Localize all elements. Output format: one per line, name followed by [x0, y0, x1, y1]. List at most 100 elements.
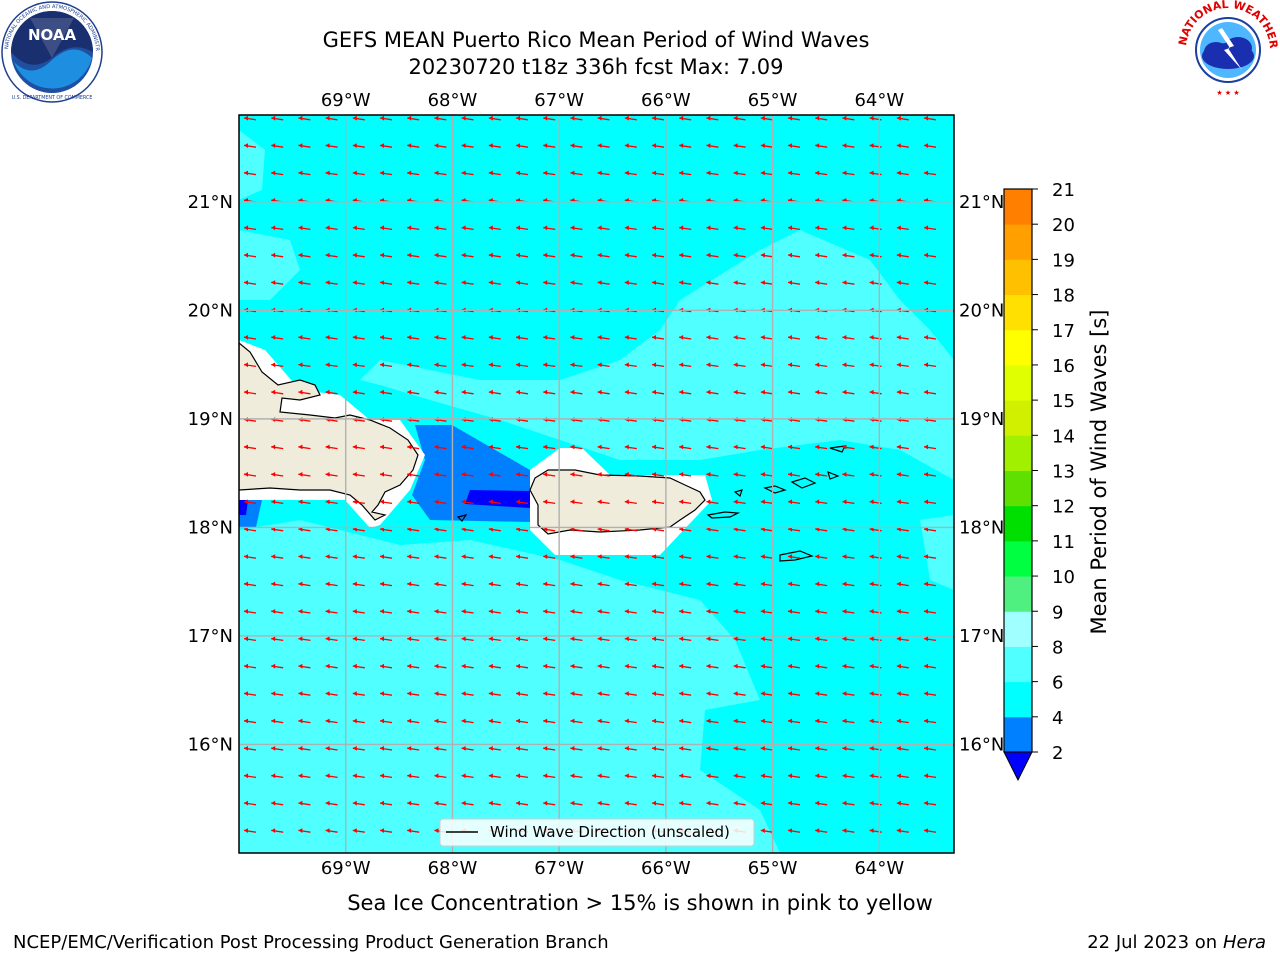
wave-direction-arrow	[815, 335, 828, 340]
wave-direction-arrow	[570, 581, 583, 587]
wave-direction-arrow	[624, 115, 637, 121]
wave-direction-arrow	[352, 499, 365, 505]
wave-direction-arrow	[515, 663, 529, 669]
wave-direction-arrow	[407, 472, 420, 477]
wave-direction-arrow	[325, 746, 338, 751]
wave-direction-arrow	[651, 746, 665, 751]
wave-direction-arrow	[325, 280, 338, 285]
wave-direction-arrow	[679, 609, 692, 614]
wave-direction-arrow	[379, 636, 393, 642]
wave-direction-arrow	[407, 444, 420, 450]
wave-direction-arrow	[407, 718, 420, 724]
colorbar-segment	[1004, 646, 1032, 683]
wave-direction-arrow	[679, 636, 692, 642]
wave-direction-arrow	[706, 115, 719, 121]
map-plot-area	[239, 115, 954, 853]
wave-direction-arrow	[543, 718, 556, 724]
wave-direction-arrow	[842, 252, 855, 258]
wave-direction-arrow	[624, 170, 637, 176]
wave-direction-arrow	[733, 115, 746, 121]
wave-direction-arrow	[896, 472, 909, 477]
wave-direction-arrow	[597, 581, 610, 587]
wave-direction-arrow	[570, 609, 583, 614]
wave-direction-arrow	[543, 143, 556, 148]
wave-direction-arrow	[434, 718, 447, 724]
wave-direction-arrow	[651, 335, 665, 340]
wave-direction-arrow	[243, 800, 257, 806]
wave-direction-arrow	[923, 225, 937, 231]
wave-direction-arrow	[434, 773, 447, 779]
wave-direction-arrow	[488, 362, 501, 368]
wave-direction-arrow	[325, 444, 338, 450]
wave-direction-arrow	[298, 389, 311, 395]
wave-direction-arrow	[679, 800, 692, 806]
noaa-logo-text: NOAA	[28, 26, 77, 44]
wave-direction-arrow	[679, 472, 692, 477]
wave-direction-arrow	[679, 663, 692, 669]
lat-label-left: 17°N	[188, 626, 233, 647]
wave-direction-arrow	[379, 609, 393, 614]
wave-direction-arrow	[570, 252, 583, 258]
wave-direction-arrow	[597, 663, 610, 669]
wave-direction-arrow	[624, 225, 637, 231]
wave-direction-arrow	[787, 554, 801, 559]
wave-direction-arrow	[570, 280, 583, 285]
wave-direction-arrow	[461, 170, 474, 176]
lon-label-bottom: 64°W	[854, 858, 904, 879]
wave-direction-arrow	[896, 828, 909, 833]
colorbar-segment	[1004, 294, 1032, 331]
wave-direction-arrow	[760, 444, 773, 450]
colorbar-segment	[1004, 611, 1032, 647]
wave-direction-arrow	[842, 280, 855, 285]
wave-direction-arrow	[733, 252, 746, 258]
wave-direction-arrow	[352, 609, 365, 614]
wave-direction-arrow	[896, 143, 909, 148]
wave-direction-arrow	[434, 746, 447, 751]
wave-direction-arrow	[842, 691, 855, 696]
wave-direction-arrow	[298, 499, 311, 505]
wave-direction-arrow	[543, 115, 556, 121]
lat-label-left: 20°N	[188, 300, 233, 321]
wave-direction-arrow	[243, 115, 257, 121]
land-hispaniola	[239, 342, 419, 521]
wave-direction-arrow	[651, 115, 665, 121]
lat-label-right: 17°N	[959, 626, 1004, 647]
wave-direction-arrow	[679, 335, 692, 340]
wave-direction-arrow	[488, 225, 501, 231]
wave-direction-arrow	[352, 554, 365, 559]
wave-direction-arrow	[298, 746, 311, 751]
wave-direction-arrow	[597, 499, 610, 505]
wave-direction-arrow	[407, 609, 420, 614]
noaa-logo-icon: NOAA NATIONAL OCEANIC AND ATMOSPHERIC AD…	[0, 0, 103, 103]
wave-direction-arrow	[379, 280, 393, 285]
wave-direction-arrow	[842, 472, 855, 477]
wave-direction-arrow	[597, 280, 610, 285]
wave-direction-arrow	[733, 472, 746, 477]
wave-direction-arrow	[597, 389, 610, 395]
wave-direction-arrow	[325, 691, 338, 696]
wave-direction-arrow	[624, 609, 637, 614]
longitude-labels-bottom: 69°W 68°W 67°W 66°W 65°W 64°W	[321, 858, 904, 879]
wave-direction-arrow	[597, 609, 610, 614]
wave-direction-arrow	[488, 773, 501, 779]
wave-direction-arrow	[896, 773, 909, 779]
wave-direction-arrow	[570, 663, 583, 669]
wave-direction-arrow	[352, 252, 365, 258]
nws-logo-icon: NATIONAL WEATHER SERVICE ★ ★ ★	[1176, 0, 1280, 97]
wave-direction-arrow	[352, 636, 365, 642]
wave-direction-arrow	[379, 773, 393, 779]
wave-direction-arrow	[651, 663, 665, 669]
wave-direction-arrow	[624, 362, 637, 368]
wave-direction-arrow	[923, 472, 937, 477]
wave-direction-arrow	[842, 335, 855, 340]
wave-direction-arrow	[243, 691, 257, 696]
wave-direction-arrow	[842, 581, 855, 587]
wave-direction-arrow	[760, 499, 773, 505]
island-anegada	[829, 445, 847, 453]
wave-direction-arrow	[733, 335, 746, 340]
wave-direction-arrow	[325, 636, 338, 642]
wave-direction-arrow	[896, 280, 909, 285]
wave-direction-arrow	[896, 718, 909, 724]
wave-direction-arrow	[488, 800, 501, 806]
wave-direction-arrow	[706, 335, 719, 340]
